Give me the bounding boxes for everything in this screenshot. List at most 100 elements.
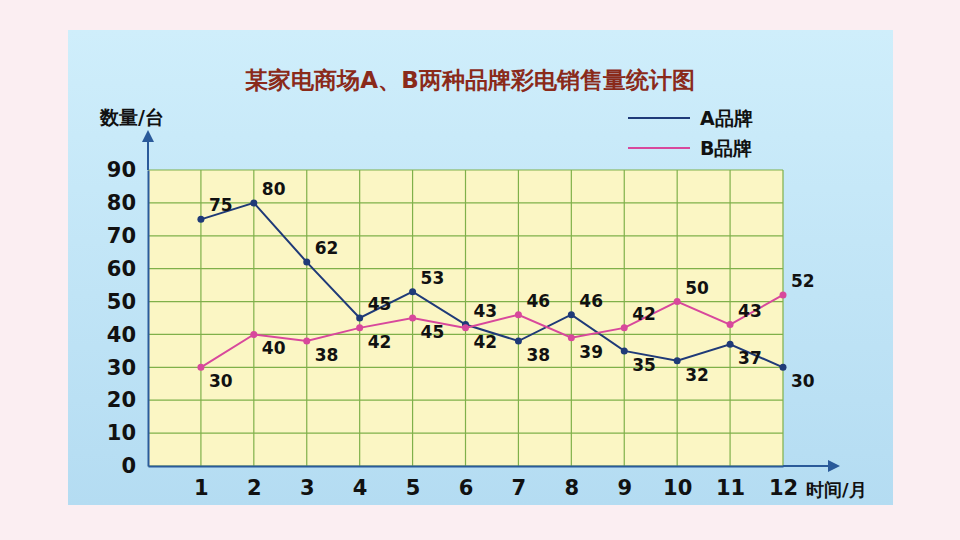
x-tick-label: 3 (300, 476, 315, 500)
data-label: 53 (421, 268, 445, 288)
point (409, 315, 416, 322)
legend-label: B品牌 (700, 137, 752, 159)
x-tick-label: 9 (617, 476, 632, 500)
x-tick: 7 (512, 466, 527, 500)
y-axis-title: 数量/台 (99, 106, 164, 128)
grid-line (624, 170, 625, 466)
point (197, 364, 204, 371)
x-tick-label: 4 (353, 476, 368, 500)
point (621, 347, 628, 354)
y-tick: 20 (107, 388, 148, 412)
series-line (201, 295, 783, 367)
y-axis-arrow-line (147, 142, 149, 170)
y-tick: 40 (107, 323, 148, 347)
x-tick-label: 6 (459, 476, 474, 500)
point (674, 298, 681, 305)
data-label: 52 (791, 271, 815, 291)
data-label: 46 (579, 291, 603, 311)
title: 某家电商场A、B两种品牌彩电销售量统计图 (245, 67, 694, 93)
data-label: 35 (632, 355, 656, 375)
data-label: 40 (262, 338, 286, 358)
x-tick: 12 (769, 466, 798, 500)
y-tick: 80 (107, 191, 148, 215)
grid-line (306, 170, 307, 466)
data-label: 32 (685, 365, 709, 385)
y-tick-label: 50 (107, 290, 136, 314)
y-tick-label: 20 (107, 388, 136, 412)
point (356, 324, 363, 331)
x-tick-label: 1 (194, 476, 209, 500)
data-label: 39 (579, 342, 603, 362)
x-tick: 6 (459, 466, 474, 500)
point (727, 321, 734, 328)
grid-line (465, 170, 466, 466)
point (674, 357, 681, 364)
point (250, 331, 257, 338)
point (462, 324, 469, 331)
y-tick: 70 (107, 224, 148, 248)
y-tick: 0 (121, 454, 148, 478)
point (515, 311, 522, 318)
x-axis-title: 时间/月 (806, 479, 867, 500)
x-tick: 10 (663, 466, 692, 500)
y-axis: 0 10 20 30 40 50 60 70 80 90 (107, 158, 149, 478)
x-tick: 2 (247, 466, 262, 500)
x-tick: 8 (565, 466, 580, 500)
legend-swatch (628, 147, 690, 149)
point (409, 288, 416, 295)
legend-label: A品牌 (700, 107, 753, 129)
point (568, 311, 575, 318)
data-label: 37 (738, 348, 762, 368)
data-label: 50 (685, 278, 709, 298)
x-tick-label: 2 (247, 476, 262, 500)
x-tick-label: 5 (406, 476, 421, 500)
data-label: 62 (315, 238, 339, 258)
data-label: 42 (474, 332, 498, 352)
data-labels: 7580624553433846353237303040384245424639… (209, 179, 815, 391)
x-axis-arrow (828, 460, 840, 472)
data-label: 38 (315, 345, 339, 365)
series-line (201, 203, 783, 367)
x-tick: 1 (194, 466, 209, 500)
y-axis-line (148, 171, 150, 467)
x-axis-arrow-line (783, 465, 828, 467)
y-tick: 90 (107, 158, 148, 182)
x-tick-label: 11 (716, 476, 745, 500)
y-tick-label: 40 (107, 323, 136, 347)
x-axis-line (149, 466, 784, 468)
data-label: 43 (738, 301, 762, 321)
y-tick-label: 70 (107, 224, 136, 248)
grid-line (253, 170, 254, 466)
data-label: 42 (368, 332, 392, 352)
y-tick-label: 10 (107, 421, 136, 445)
panel (68, 30, 893, 505)
point (197, 216, 204, 223)
grid-line (677, 170, 678, 466)
data-label: 42 (632, 304, 656, 324)
y-tick-label: 90 (107, 158, 136, 182)
y-tick-label: 0 (121, 454, 136, 478)
point (621, 324, 628, 331)
x-tick-label: 8 (565, 476, 580, 500)
legend-swatch (628, 117, 690, 119)
grid (148, 170, 783, 466)
y-tick-label: 30 (107, 356, 136, 380)
point (727, 341, 734, 348)
data-label: 45 (421, 322, 445, 342)
point (250, 199, 257, 206)
y-tick: 50 (107, 290, 148, 314)
x-tick: 11 (716, 466, 745, 500)
y-tick-label: 60 (107, 257, 136, 281)
legend: A品牌 B品牌 (628, 107, 753, 159)
data-label: 30 (791, 371, 815, 391)
data-label: 38 (526, 345, 550, 365)
data-label: 75 (209, 195, 233, 215)
grid-line (200, 170, 201, 466)
data-label: 46 (526, 291, 550, 311)
marks (197, 199, 786, 370)
point (568, 334, 575, 341)
x-axis: 123456789101112 (149, 466, 799, 500)
data-label: 43 (474, 301, 498, 321)
data-label: 80 (262, 179, 286, 199)
y-tick: 60 (107, 257, 148, 281)
